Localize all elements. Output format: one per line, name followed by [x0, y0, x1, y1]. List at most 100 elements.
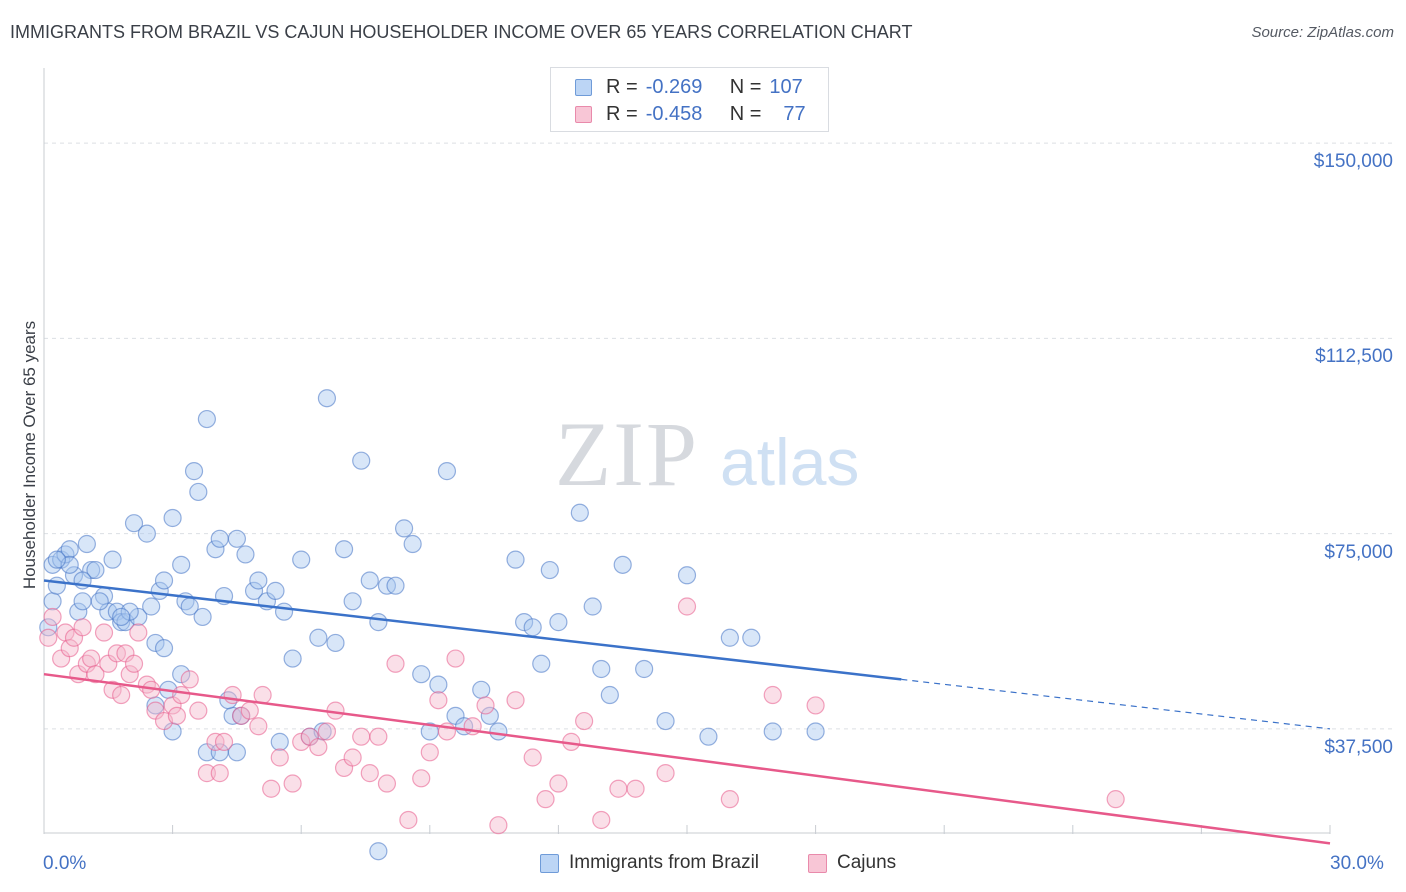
data-point: [377, 774, 397, 793]
data-point: [476, 696, 495, 715]
data-point: [82, 649, 101, 668]
y-tick-label: $150,000: [1313, 151, 1393, 173]
data-point: [124, 654, 144, 673]
data-point: [39, 618, 58, 637]
legend-swatch-brazil: [540, 853, 559, 873]
data-point: [244, 581, 264, 600]
data-point: [197, 409, 216, 429]
data-point: [60, 540, 79, 559]
data-point: [677, 566, 697, 585]
data-point: [626, 779, 645, 798]
r-label: R =: [606, 75, 638, 98]
data-point: [429, 691, 448, 710]
data-point: [103, 680, 122, 699]
data-point: [172, 665, 191, 684]
data-point: [137, 524, 156, 543]
data-point: [129, 623, 148, 642]
data-point: [73, 618, 92, 637]
data-point: [112, 685, 131, 705]
data-point: [60, 639, 79, 658]
data-point: [472, 680, 491, 699]
y-tick-label: $75,000: [1324, 541, 1393, 563]
data-point: [429, 675, 448, 694]
source-label: Source: ZipAtlas.com: [1251, 24, 1394, 41]
data-point: [570, 503, 589, 522]
data-point: [386, 654, 405, 673]
data-point: [386, 576, 405, 595]
y-axis-title: Householder Income Over 65 years: [20, 320, 39, 590]
data-point: [806, 696, 825, 715]
data-point: [120, 665, 139, 684]
data-point: [317, 722, 337, 741]
data-point: [193, 607, 212, 627]
data-point: [124, 514, 144, 533]
watermark: ZIP atlas: [555, 403, 859, 505]
chart-title: IMMIGRANTS FROM BRAZIL VS CAJUN HOUSEHOL…: [10, 22, 913, 42]
n-label: N =: [729, 102, 762, 125]
data-point: [189, 482, 208, 502]
data-point: [1106, 790, 1125, 809]
data-point: [163, 508, 182, 528]
data-point: [292, 732, 311, 751]
data-point: [369, 727, 388, 746]
data-point: [249, 717, 268, 736]
data-point: [103, 550, 122, 569]
trend-lines: [43, 579, 1331, 845]
trend-line-cajuns: [43, 672, 1331, 845]
data-point: [326, 633, 345, 653]
data-point: [592, 810, 611, 830]
data-point: [515, 613, 534, 632]
swatch-brazil: [575, 78, 592, 96]
data-point: [283, 649, 302, 668]
gridlines: [44, 142, 1395, 730]
data-point: [172, 685, 191, 705]
data-point: [403, 534, 422, 554]
data-point: [309, 737, 328, 757]
data-point: [227, 529, 246, 548]
stats-row-brazil: R = -0.269 N = 107: [575, 75, 803, 99]
trend-line-brazil-extension: [901, 678, 1331, 730]
legend-item-brazil[interactable]: Immigrants from Brazil: [540, 852, 759, 874]
axes: [43, 68, 1331, 834]
data-point: [523, 618, 542, 637]
data-point: [592, 659, 611, 679]
data-point: [699, 727, 718, 746]
data-point: [394, 519, 414, 538]
legend-item-cajuns[interactable]: Cajuns: [808, 852, 896, 874]
data-point: [236, 545, 255, 564]
data-point: [489, 816, 508, 835]
data-point: [262, 779, 281, 798]
data-point: [120, 602, 139, 621]
data-point: [180, 670, 199, 689]
data-point: [720, 790, 739, 809]
watermark-zip: ZIP: [555, 403, 699, 505]
data-point: [197, 764, 216, 783]
data-point: [635, 659, 654, 679]
legend-label-brazil: Immigrants from Brazil: [569, 852, 760, 873]
y-tick-label: $37,500: [1324, 736, 1393, 758]
data-point: [506, 691, 525, 710]
data-point: [420, 743, 439, 762]
data-point: [343, 592, 362, 611]
data-point: [47, 550, 66, 569]
n-value-cajuns: 77: [783, 102, 806, 125]
data-point: [369, 613, 388, 632]
data-point: [613, 555, 632, 574]
data-point: [334, 540, 354, 559]
data-point: [399, 810, 418, 830]
data-point: [232, 706, 251, 725]
stats-row-cajuns: R = -0.458 N = 77: [575, 102, 806, 126]
legend-label-cajuns: Cajuns: [837, 852, 897, 873]
data-point: [86, 560, 105, 580]
x-tick-label-max: 30.0%: [1330, 853, 1384, 874]
data-point: [146, 633, 165, 653]
data-point: [532, 654, 551, 673]
n-value-brazil: 107: [769, 75, 803, 98]
data-point: [206, 540, 225, 559]
data-point: [154, 571, 174, 590]
data-point: [352, 451, 371, 470]
data-point: [369, 842, 388, 861]
data-point: [266, 581, 285, 600]
r-label: R =: [606, 102, 638, 125]
data-point: [73, 592, 92, 611]
